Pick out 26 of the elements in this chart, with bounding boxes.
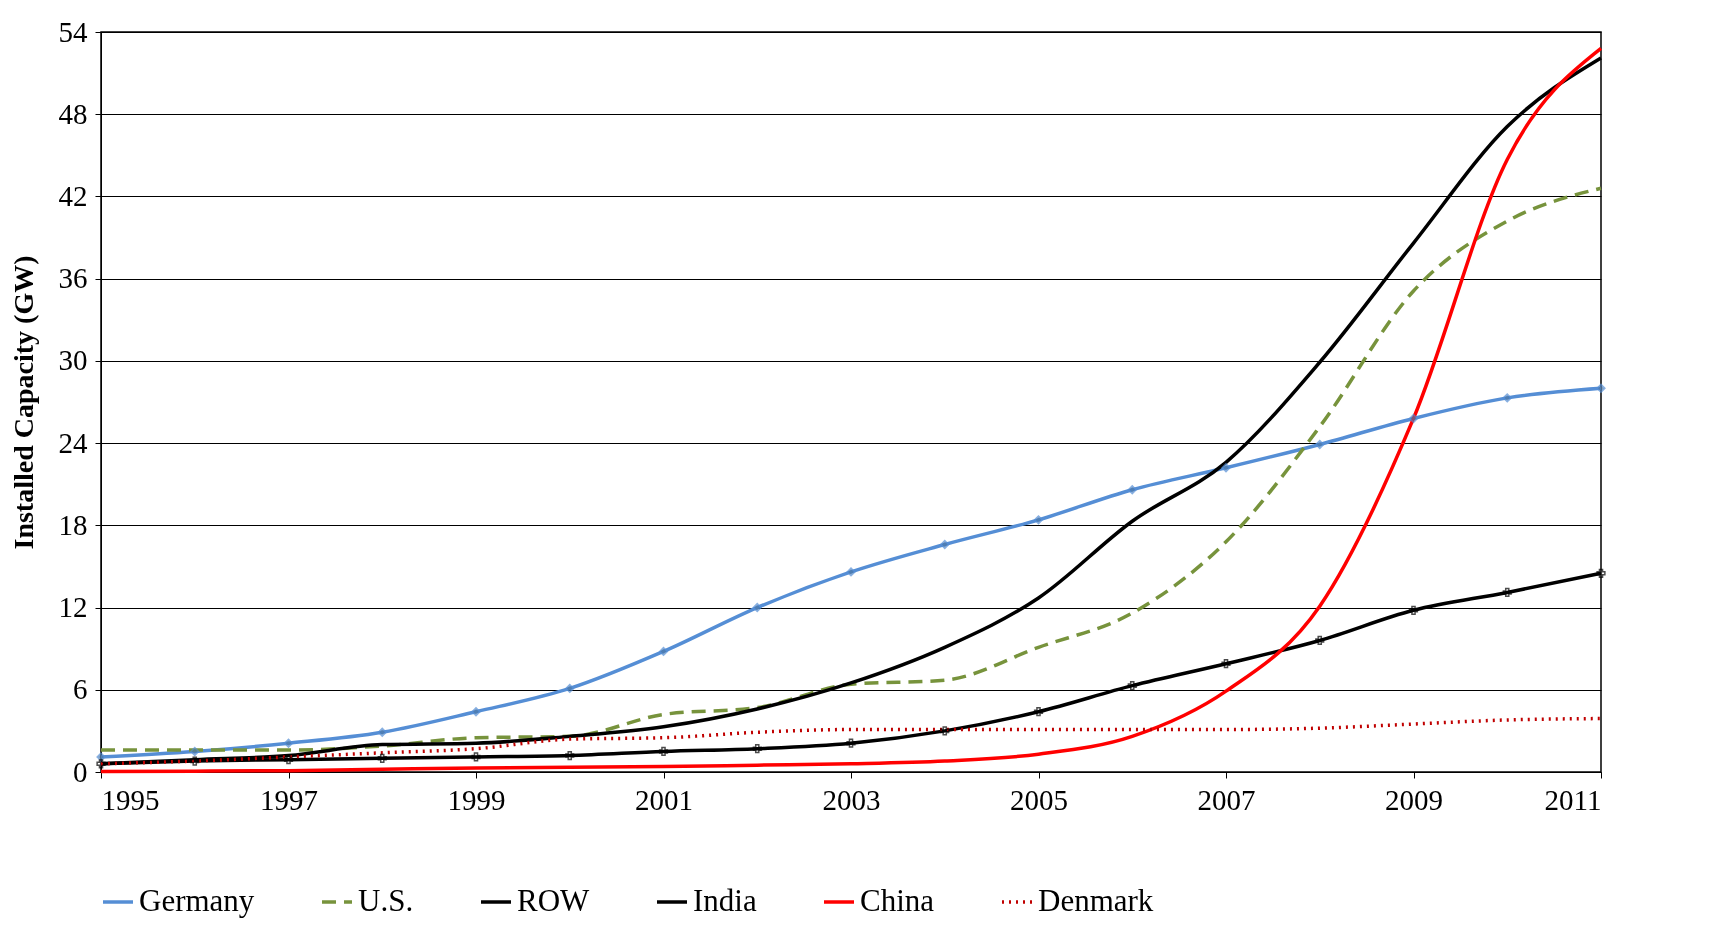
x-tick-label: 2003 [822, 783, 881, 816]
y-tick-label: 36 [58, 262, 88, 295]
legend-label: Denmark [1038, 883, 1154, 918]
x-tick-label: 1995 [101, 783, 160, 816]
legend-label: U.S. [358, 883, 414, 918]
y-tick-label: 12 [58, 591, 88, 624]
x-tick-label: 1999 [447, 783, 506, 816]
y-axis-title: Installed Capacity (GW) [7, 255, 39, 550]
legend-label: India [693, 883, 757, 918]
x-tick-label: 1997 [260, 783, 318, 816]
legend-label: China [860, 883, 935, 918]
y-tick-label: 6 [73, 673, 88, 706]
x-tick-label: 2011 [1544, 783, 1602, 816]
y-tick-label: 24 [58, 426, 88, 459]
x-tick-label: 2001 [635, 783, 693, 816]
x-tick-label: 2005 [1010, 783, 1068, 816]
y-tick-label: 0 [73, 755, 88, 788]
y-tick-label: 18 [58, 508, 88, 541]
legend-label: ROW [517, 883, 591, 918]
x-tick-label: 2007 [1197, 783, 1256, 816]
y-tick-label: 30 [58, 344, 88, 377]
y-tick-label: 54 [58, 15, 88, 48]
y-tick-label: 48 [58, 97, 88, 130]
legend-label: Germany [139, 883, 255, 918]
x-tick-label: 2009 [1385, 783, 1443, 816]
y-tick-label: 42 [58, 179, 88, 212]
